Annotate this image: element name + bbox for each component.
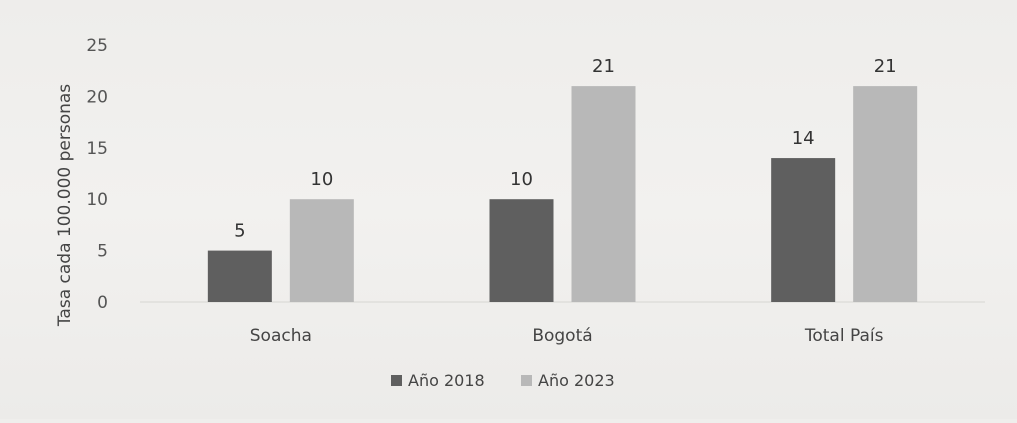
x-tick-label: Bogotá <box>532 326 592 346</box>
x-tick-label: Total País <box>804 326 884 346</box>
data-label: 14 <box>792 128 815 149</box>
bar-series1-0 <box>207 250 272 302</box>
data-label: 10 <box>310 169 333 190</box>
x-axis: Soacha Bogotá Total País <box>140 301 985 346</box>
bar-series2-2 <box>853 86 918 303</box>
x-tick-label: Soacha <box>250 326 312 346</box>
y-tick-label: 20 <box>86 87 108 107</box>
bars <box>207 86 918 303</box>
bar-series1-2 <box>771 158 836 302</box>
y-tick-label: 0 <box>97 293 108 313</box>
legend-label: Año 2023 <box>538 371 615 390</box>
bar-series2-1 <box>571 86 636 303</box>
legend: Año 2018 Año 2023 <box>391 371 615 390</box>
y-tick-label: 15 <box>86 139 108 159</box>
legend-swatch <box>391 375 402 386</box>
legend-label: Año 2018 <box>408 371 485 390</box>
data-label: 10 <box>510 169 533 190</box>
y-tick-label: 5 <box>97 242 108 262</box>
legend-swatch <box>521 375 532 386</box>
bar-series2-0 <box>289 199 354 302</box>
y-tick-label: 25 <box>86 36 108 56</box>
y-axis-title: Tasa cada 100.000 personas <box>55 84 75 327</box>
data-label: 5 <box>234 221 245 242</box>
data-label: 21 <box>874 56 897 77</box>
y-tick-label: 10 <box>86 190 108 210</box>
bar-series1-1 <box>489 199 554 302</box>
value-labels: 5 10 10 21 14 21 <box>234 56 897 241</box>
data-label: 21 <box>592 56 615 77</box>
y-axis: 0 5 10 15 20 25 <box>86 36 108 313</box>
